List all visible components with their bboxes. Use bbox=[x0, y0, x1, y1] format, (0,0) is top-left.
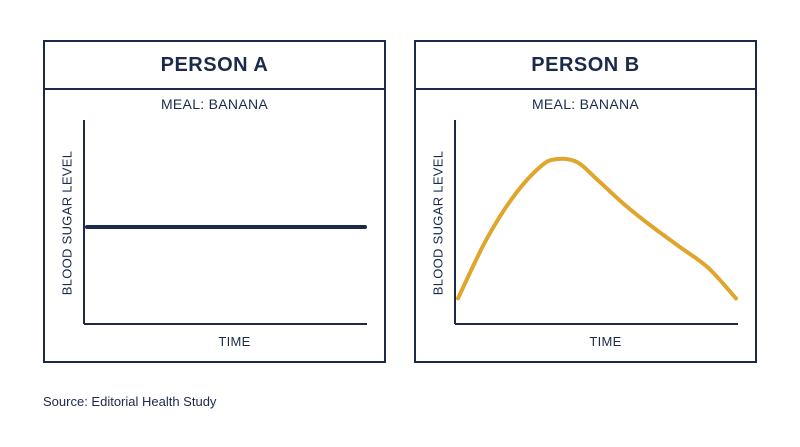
plot-area bbox=[454, 120, 738, 325]
source-note: Source: Editorial Health Study bbox=[43, 394, 217, 409]
y-axis-label: BLOOD SUGAR LEVEL bbox=[59, 150, 75, 296]
chart-panel-person-b: PERSON B MEAL: BANANA BLOOD SUGAR LEVEL … bbox=[414, 40, 757, 363]
y-axis-label: BLOOD SUGAR LEVEL bbox=[430, 150, 446, 296]
y-axis-label-wrap: BLOOD SUGAR LEVEL bbox=[430, 120, 446, 326]
series-line bbox=[456, 156, 738, 301]
chart-subtitle: MEAL: BANANA bbox=[160, 96, 269, 112]
plot-area bbox=[83, 120, 367, 325]
chart-title: PERSON A bbox=[45, 42, 384, 90]
chart-title: PERSON B bbox=[416, 42, 755, 90]
chart-subtitle: MEAL: BANANA bbox=[531, 96, 640, 112]
chart-panel-person-a: PERSON A MEAL: BANANA BLOOD SUGAR LEVEL … bbox=[43, 40, 386, 363]
y-axis-label-wrap: BLOOD SUGAR LEVEL bbox=[59, 120, 75, 326]
x-axis-label: TIME bbox=[218, 334, 251, 349]
x-axis-label: TIME bbox=[589, 334, 622, 349]
